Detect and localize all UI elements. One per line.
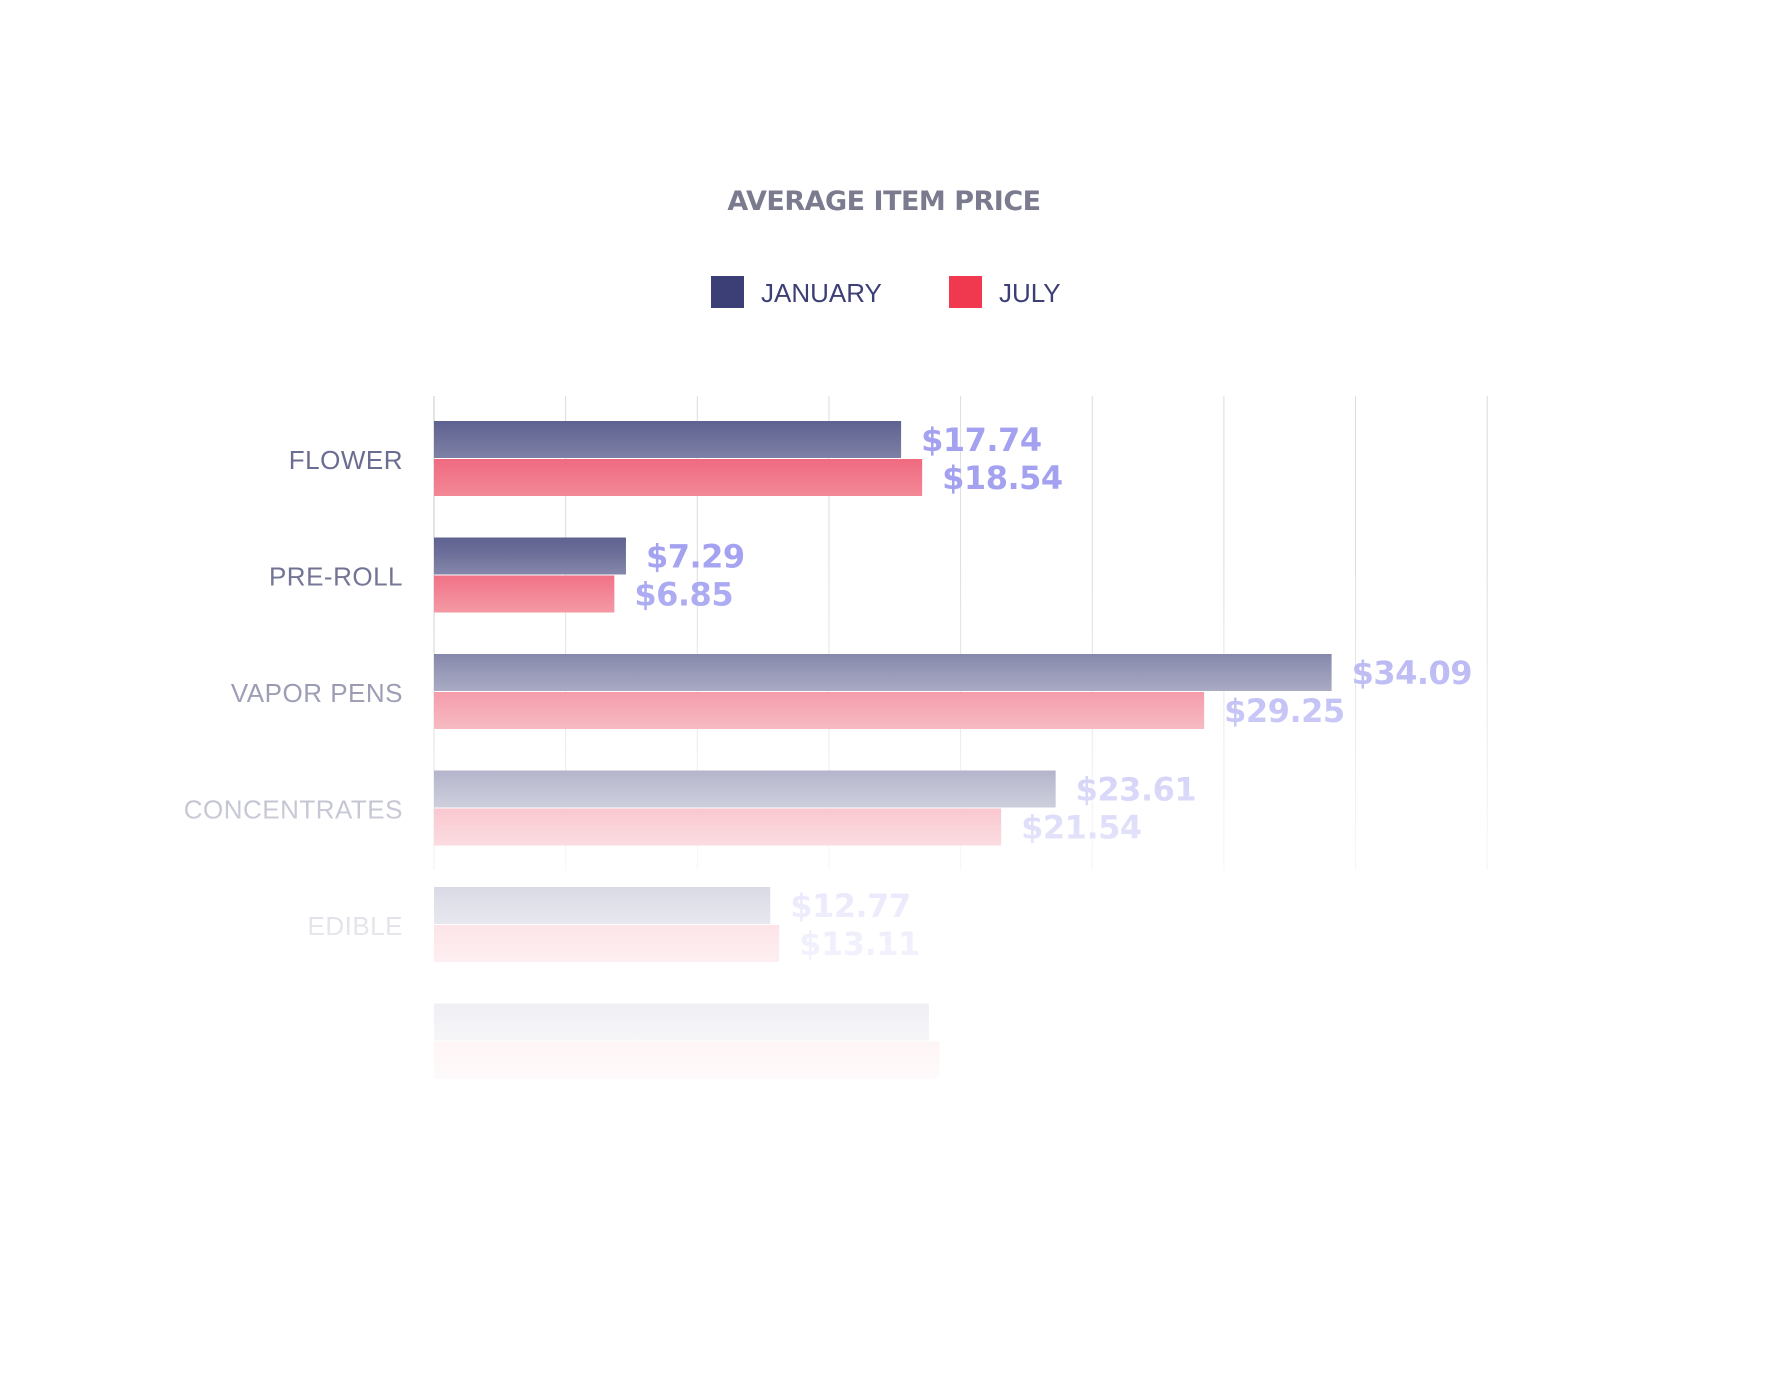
legend: JANUARY JULY [711,276,1061,308]
chart-title: AVERAGE ITEM PRICE [727,186,1040,217]
fade-overlay [0,395,1768,1115]
legend-swatch-january [711,276,744,308]
legend-label-july: JULY [999,278,1061,308]
legend-swatch-july [949,276,982,308]
legend-label-january: JANUARY [761,278,882,308]
